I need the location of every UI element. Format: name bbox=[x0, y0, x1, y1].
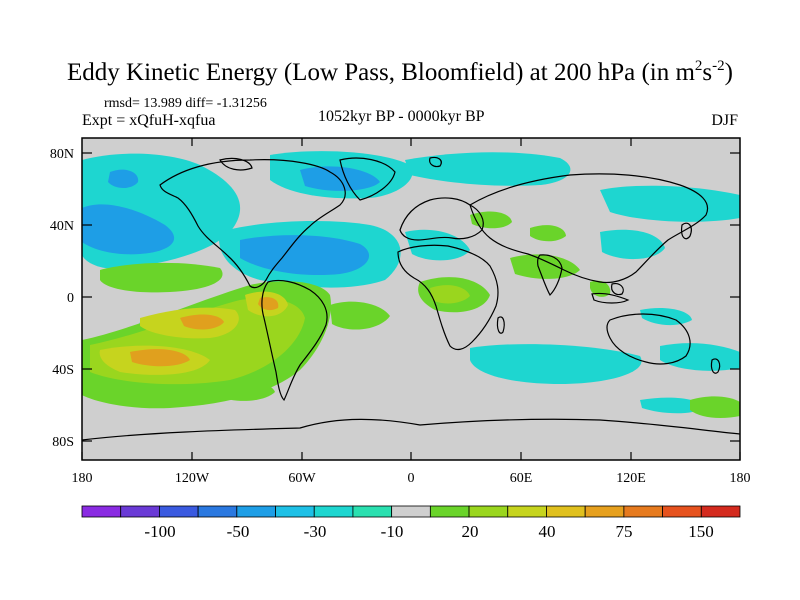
title-s-exponent: -2 bbox=[712, 58, 725, 74]
title-close: ) bbox=[724, 59, 733, 86]
india-coast bbox=[537, 254, 563, 296]
colorbar-swatch bbox=[313, 505, 354, 518]
eurasia-cyan bbox=[405, 152, 571, 186]
south-america-coast bbox=[261, 279, 328, 402]
y-tick-40s: 40S bbox=[52, 363, 74, 378]
chart-title: Eddy Kinetic Energy (Low Pass, Bloomfiel… bbox=[0, 58, 800, 87]
x-tick-0: 0 bbox=[408, 471, 415, 486]
colorbar-labels: -100 -50 -30 -10 20 40 75 150 bbox=[144, 522, 713, 541]
colorbar-label-75: 75 bbox=[616, 522, 633, 541]
experiment-label: Expt = xQfuH-xqfua bbox=[82, 112, 216, 129]
colorbar-swatch bbox=[429, 505, 470, 518]
title-m-exponent: 2 bbox=[694, 58, 703, 74]
colorbar-label-20: 20 bbox=[462, 522, 479, 541]
svalbard-coast bbox=[429, 156, 442, 168]
north-america-coast bbox=[159, 159, 346, 289]
indonesia-green bbox=[590, 280, 611, 297]
coastlines bbox=[82, 156, 740, 441]
colorbar-swatch bbox=[197, 505, 238, 518]
colorbar-label-minus-50: -50 bbox=[227, 522, 250, 541]
japan-coast bbox=[681, 222, 692, 240]
season-label: DJF bbox=[711, 112, 738, 129]
y-tick-80n: 80N bbox=[50, 147, 74, 162]
madagascar-coast bbox=[496, 316, 505, 334]
colorbar-swatch bbox=[507, 505, 547, 518]
colorbar-swatch bbox=[159, 505, 199, 518]
indian-ocean-cyan bbox=[470, 344, 642, 384]
borneo-coast bbox=[611, 283, 624, 296]
africa-coast bbox=[397, 244, 499, 351]
colorbar-swatch bbox=[352, 505, 393, 518]
y-tick-80s: 80S bbox=[52, 435, 74, 450]
greenland-coast bbox=[339, 157, 396, 201]
colorbar-label-minus-100: -100 bbox=[144, 522, 175, 541]
colorbar-label-minus-10: -10 bbox=[381, 522, 404, 541]
new-zealand-coast bbox=[710, 358, 721, 374]
colorbar-swatch bbox=[662, 505, 702, 518]
south-america-green bbox=[330, 301, 390, 330]
period-label: 1052kyr BP - 0000kyr BP bbox=[318, 108, 485, 125]
north-atlantic-blue bbox=[240, 235, 370, 276]
title-s: s bbox=[702, 59, 713, 86]
rmsd-diff-stats: rmsd= 13.989 diff= -1.31256 bbox=[104, 96, 267, 111]
colorbar-label-minus-30: -30 bbox=[304, 522, 327, 541]
colorbar-swatch bbox=[584, 505, 625, 518]
x-tick-60w: 60W bbox=[288, 471, 316, 486]
colorbar-swatch bbox=[81, 505, 122, 518]
canada-blue bbox=[300, 166, 380, 191]
x-tick-120w: 120W bbox=[175, 471, 210, 486]
tropical-orange bbox=[180, 314, 224, 330]
colorbar-label-40: 40 bbox=[539, 522, 556, 541]
south-east-cyan bbox=[640, 397, 705, 414]
x-tick-60e: 60E bbox=[510, 471, 533, 486]
south-pacific-orange bbox=[130, 349, 190, 367]
x-tick-180w: 180 bbox=[72, 471, 93, 486]
siberia-cyan bbox=[600, 185, 740, 222]
colorbar-label-150: 150 bbox=[688, 522, 714, 541]
colorbar-swatch bbox=[391, 505, 431, 518]
colorbar-swatch bbox=[700, 505, 741, 518]
north-pacific-blue-2 bbox=[108, 169, 139, 188]
australia-coast bbox=[606, 313, 691, 365]
colorbar-swatch bbox=[546, 505, 586, 518]
southern-ocean-green bbox=[690, 396, 740, 418]
colorbar-swatch bbox=[275, 505, 315, 518]
tropics-green-north bbox=[100, 262, 223, 293]
asia-coast bbox=[469, 173, 709, 284]
indonesia-coast bbox=[591, 292, 630, 304]
south-atlantic-green bbox=[215, 380, 275, 401]
andes-orange bbox=[258, 297, 279, 311]
y-tick-0: 0 bbox=[67, 291, 74, 306]
colorbar-swatch bbox=[468, 505, 509, 518]
x-ticks bbox=[81, 138, 741, 460]
india-green bbox=[530, 225, 566, 242]
contour-fields bbox=[82, 151, 740, 418]
colorbar-swatch bbox=[623, 505, 663, 518]
arctic-islands bbox=[219, 157, 253, 171]
colorbar bbox=[81, 505, 741, 518]
title-main: Eddy Kinetic Energy (Low Pass, Bloomfiel… bbox=[67, 59, 695, 86]
east-asia-cyan bbox=[600, 229, 665, 260]
antarctica-coast bbox=[82, 418, 740, 441]
colorbar-swatch bbox=[120, 505, 160, 518]
y-tick-40n: 40N bbox=[50, 219, 74, 234]
north-pacific-blue bbox=[82, 204, 175, 255]
arabia-green bbox=[510, 254, 580, 279]
colorbar-swatch bbox=[236, 505, 276, 518]
y-ticks bbox=[82, 152, 740, 442]
x-tick-120e: 120E bbox=[616, 471, 646, 486]
middle-east-green bbox=[470, 211, 512, 229]
x-tick-180e: 180 bbox=[730, 471, 751, 486]
africa-yellow-green bbox=[430, 285, 470, 304]
